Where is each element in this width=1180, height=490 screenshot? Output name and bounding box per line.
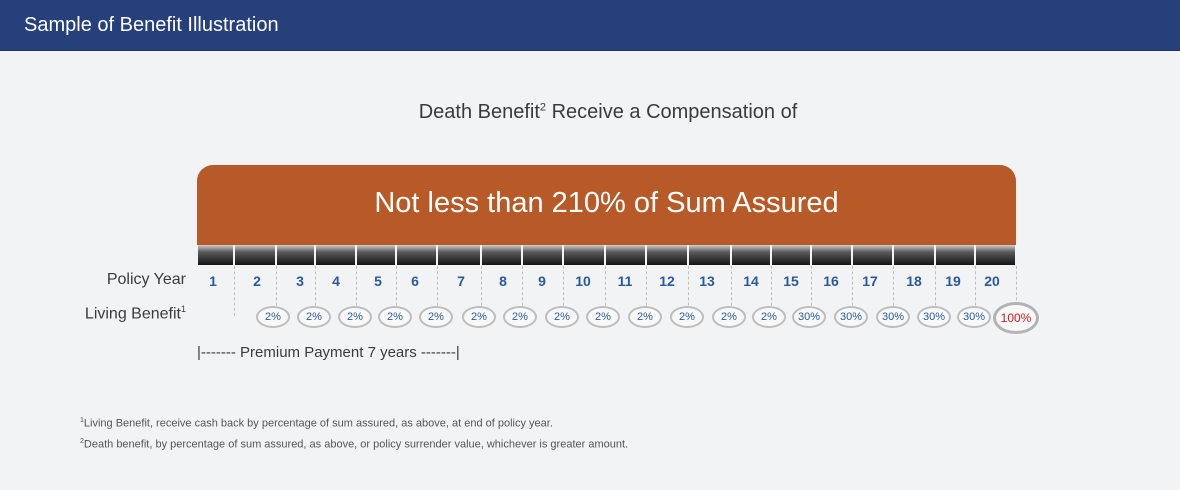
timeline-segment	[853, 245, 892, 265]
year-divider	[646, 266, 647, 316]
timeline-segment	[482, 245, 521, 265]
year-divider	[522, 266, 523, 316]
timeline-segment	[357, 245, 395, 265]
footnote-1-text: Living Benefit, receive cash back by per…	[83, 417, 553, 430]
year-divider	[356, 266, 357, 316]
footnote-1: 1Living Benefit, receive cash back by pe…	[80, 417, 553, 430]
living-benefit-label: Living Benefit1	[0, 304, 186, 323]
year-divider	[688, 266, 689, 316]
year-divider	[481, 266, 482, 316]
timeline-segment	[689, 245, 730, 265]
living-benefit-badge: 30%	[917, 306, 951, 328]
living-benefit-badge: 2%	[419, 306, 453, 328]
living-benefit-badge: 2%	[378, 306, 412, 328]
living-benefit-badge: 2%	[462, 306, 496, 328]
footnote-2: 2Death benefit, by percentage of sum ass…	[80, 438, 628, 451]
death-benefit-heading: Death Benefit2 Receive a Compensation of	[0, 101, 1180, 124]
timeline-segment	[812, 245, 851, 265]
year-divider	[811, 266, 812, 316]
death-benefit-banner: Not less than 210% of Sum Assured	[197, 165, 1016, 245]
policy-year-2: 2	[253, 273, 261, 289]
premium-payment-span: |------- Premium Payment 7 years -------…	[197, 344, 460, 361]
year-divider	[276, 266, 277, 316]
policy-year-11: 11	[617, 273, 633, 289]
policy-year-12: 12	[659, 273, 675, 289]
year-divider	[605, 266, 606, 316]
heading-text-rest: Receive a Compensation of	[546, 101, 798, 123]
timeline-segment	[606, 245, 645, 265]
policy-year-17: 17	[862, 273, 878, 289]
timeline-segment	[397, 245, 436, 265]
policy-year-label: Policy Year	[106, 271, 186, 288]
living-benefit-badge: 2%	[545, 306, 579, 328]
living-benefit-badge: 100%	[993, 302, 1039, 334]
policy-year-8: 8	[499, 273, 507, 289]
timeline-segment	[732, 245, 770, 265]
year-divider	[563, 266, 564, 316]
timeline-segment	[894, 245, 934, 265]
policy-year-5: 5	[374, 273, 382, 289]
timeline-segment	[772, 245, 810, 265]
footnote-1-marker: 1	[80, 417, 84, 424]
year-divider	[935, 266, 936, 316]
policy-year-3: 3	[296, 273, 304, 289]
footnote-2-marker: 2	[80, 438, 84, 445]
living-benefit-badge: 2%	[338, 306, 372, 328]
year-divider	[396, 266, 397, 316]
banner-text: Not less than 210% of Sum Assured	[374, 187, 839, 219]
living-benefit-badge: 2%	[628, 306, 662, 328]
living-benefit-superscript: 1	[180, 304, 186, 314]
timeline-segment	[523, 245, 562, 265]
living-benefit-badge: 2%	[670, 306, 704, 328]
living-benefit-text: Living Benefit	[84, 305, 181, 323]
heading-superscript: 2	[539, 101, 547, 114]
living-benefit-badge: 30%	[957, 306, 991, 328]
timeline-segment	[438, 245, 480, 265]
timeline-segment	[277, 245, 314, 265]
year-divider	[893, 266, 894, 316]
year-divider	[315, 266, 316, 316]
policy-year-13: 13	[699, 273, 715, 289]
year-divider	[771, 266, 772, 316]
timeline-segment	[235, 245, 275, 265]
living-benefit-badge: 30%	[876, 306, 910, 328]
timeline-segment	[564, 245, 604, 265]
timeline-segment	[316, 245, 355, 265]
footnote-2-text: Death benefit, by percentage of sum assu…	[83, 438, 629, 451]
year-divider	[234, 266, 235, 316]
timeline-segment	[198, 245, 233, 265]
living-benefit-badge: 2%	[256, 306, 290, 328]
policy-year-1: 1	[209, 273, 217, 289]
heading-text: Death Benefit	[418, 101, 540, 123]
policy-year-15: 15	[783, 273, 799, 289]
timeline-segment	[647, 245, 687, 265]
policy-year-19: 19	[945, 273, 961, 289]
year-divider	[852, 266, 853, 316]
living-benefit-badge: 2%	[503, 306, 537, 328]
living-benefit-badge: 2%	[752, 306, 786, 328]
header-bar: Sample of Benefit Illustration	[0, 0, 1180, 51]
policy-year-10: 10	[575, 273, 591, 289]
timeline-segment	[936, 245, 974, 265]
policy-year-4: 4	[332, 273, 340, 289]
timeline-segment	[976, 245, 1015, 265]
year-divider	[1016, 266, 1017, 316]
living-benefit-badge: 30%	[792, 306, 826, 328]
year-divider	[437, 266, 438, 316]
policy-year-16: 16	[823, 273, 839, 289]
living-benefit-badge: 2%	[712, 306, 746, 328]
policy-year-6: 6	[411, 273, 419, 289]
living-benefit-badge: 2%	[297, 306, 331, 328]
living-benefit-badge: 2%	[586, 306, 620, 328]
policy-year-20: 20	[984, 273, 1000, 289]
policy-year-9: 9	[538, 273, 546, 289]
policy-year-18: 18	[906, 273, 922, 289]
page-title: Sample of Benefit Illustration	[24, 14, 279, 36]
living-benefit-badge: 30%	[834, 306, 868, 328]
policy-year-7: 7	[457, 273, 465, 289]
policy-year-14: 14	[743, 273, 759, 289]
year-divider	[975, 266, 976, 316]
year-divider	[731, 266, 732, 316]
